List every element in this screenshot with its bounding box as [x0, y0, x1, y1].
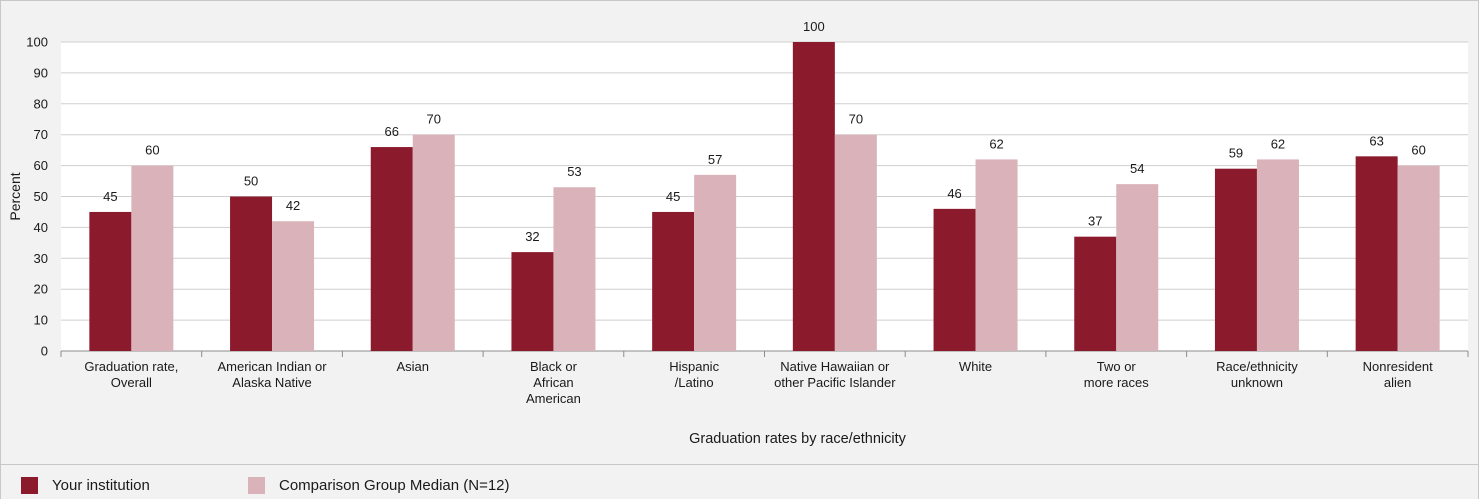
- legend-item-comparison-group: Comparison Group Median (N=12): [248, 475, 510, 495]
- data-label: 70: [427, 112, 441, 127]
- data-label: 63: [1369, 133, 1383, 148]
- x-tick-label: more races: [1084, 375, 1150, 390]
- x-tick-label: /Latino: [675, 375, 714, 390]
- bar: [976, 159, 1018, 351]
- legend: Your institution Comparison Group Median…: [1, 464, 1478, 499]
- data-label: 100: [803, 19, 825, 34]
- bar: [89, 212, 131, 351]
- bar: [1257, 159, 1299, 351]
- bar: [1215, 169, 1257, 351]
- x-tick-label: unknown: [1231, 375, 1283, 390]
- data-label: 53: [567, 164, 581, 179]
- bar: [1398, 166, 1440, 351]
- y-tick-label: 100: [26, 35, 48, 50]
- x-tick-label: Alaska Native: [232, 375, 311, 390]
- bar: [371, 147, 413, 351]
- data-label: 66: [385, 124, 399, 139]
- data-label: 50: [244, 174, 258, 189]
- x-axis-label: Graduation rates by race/ethnicity: [689, 431, 907, 447]
- data-label: 32: [525, 229, 539, 244]
- x-tick-label: White: [959, 359, 992, 374]
- bar: [131, 166, 173, 351]
- data-label: 54: [1130, 161, 1144, 176]
- bar: [694, 175, 736, 351]
- bar: [793, 42, 835, 351]
- bar: [1356, 156, 1398, 351]
- bar: [272, 221, 314, 351]
- bar: [511, 252, 553, 351]
- y-tick-label: 60: [34, 158, 48, 173]
- legend-swatch-your-institution: [21, 477, 38, 494]
- data-label: 59: [1229, 146, 1243, 161]
- data-label: 57: [708, 152, 722, 167]
- y-tick-label: 70: [34, 127, 48, 142]
- x-tick-label: Graduation rate,: [84, 359, 178, 374]
- x-tick-label: African: [533, 375, 573, 390]
- y-axis-label: Percent: [7, 172, 23, 220]
- x-tick-label: American: [526, 391, 581, 406]
- data-label: 45: [103, 189, 117, 204]
- y-tick-label: 80: [34, 96, 48, 111]
- bar: [413, 135, 455, 351]
- legend-swatch-comparison-group: [248, 477, 265, 494]
- bar: [553, 187, 595, 351]
- x-tick-label: Two or: [1097, 359, 1137, 374]
- data-label: 62: [1271, 136, 1285, 151]
- y-tick-label: 20: [34, 282, 48, 297]
- x-tick-label: other Pacific Islander: [774, 375, 896, 390]
- data-label: 37: [1088, 214, 1102, 229]
- bar: [230, 197, 272, 352]
- data-label: 60: [1411, 143, 1425, 158]
- x-tick-label: Race/ethnicity: [1216, 359, 1298, 374]
- data-label: 60: [145, 143, 159, 158]
- bar: [934, 209, 976, 351]
- x-tick-label: Native Hawaiian or: [780, 359, 890, 374]
- y-tick-label: 30: [34, 251, 48, 266]
- y-tick-label: 90: [34, 65, 48, 80]
- bar: [1116, 184, 1158, 351]
- data-label: 45: [666, 189, 680, 204]
- bar: [835, 135, 877, 351]
- y-tick-label: 50: [34, 189, 48, 204]
- x-tick-label: Nonresident: [1363, 359, 1433, 374]
- data-label: 46: [947, 186, 961, 201]
- bar: [652, 212, 694, 351]
- data-label: 42: [286, 198, 300, 213]
- x-tick-label: Overall: [111, 375, 152, 390]
- x-tick-label: alien: [1384, 375, 1411, 390]
- legend-item-your-institution: Your institution: [21, 475, 150, 495]
- x-tick-label: Asian: [396, 359, 429, 374]
- legend-label: Your institution: [52, 477, 150, 494]
- y-tick-label: 10: [34, 313, 48, 328]
- bar: [1074, 237, 1116, 351]
- y-tick-label: 0: [41, 344, 48, 359]
- x-tick-label: Hispanic: [669, 359, 719, 374]
- legend-label: Comparison Group Median (N=12): [279, 477, 510, 494]
- y-tick-label: 40: [34, 220, 48, 235]
- bar-chart: 0 10 20 30 40 50 60 70 80 90 100 Percent 45 60 Graduat…: [1, 1, 1478, 463]
- x-tick-label: Black or: [530, 359, 578, 374]
- x-tick-label: American Indian or: [217, 359, 327, 374]
- data-label: 62: [989, 136, 1003, 151]
- data-label: 70: [849, 112, 863, 127]
